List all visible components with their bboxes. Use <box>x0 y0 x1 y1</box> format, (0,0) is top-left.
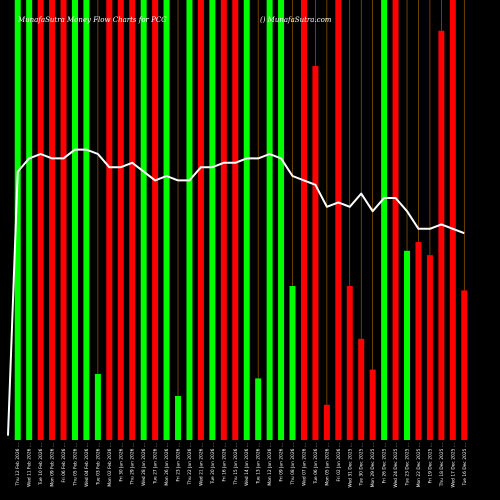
money-flow-bar <box>415 242 422 440</box>
bars <box>14 0 468 441</box>
money-flow-bar <box>323 404 330 440</box>
x-tick-label: Thu 22 Jan 2026 ... <box>187 443 193 486</box>
x-tick-label: Tue 27 Jan 2026 ... <box>153 443 159 485</box>
x-tick-label: Thu 15 Jan 2026 ... <box>233 443 239 486</box>
money-flow-bar <box>232 0 239 440</box>
money-flow-bar <box>94 374 101 440</box>
x-tick-label: Thu 29 Jan 2026 ... <box>130 443 136 486</box>
x-tick-label: Thu 05 Feb 2026 ... <box>72 443 78 487</box>
x-tick-label: Tue 16 Dec 2025 ... <box>462 443 468 487</box>
x-tick-label: Wed 14 Jan 2026 ... <box>244 443 250 486</box>
x-tick-label: Tue 06 Jan 2026 ... <box>313 443 319 485</box>
x-tick-label: Fri 09 Jan 2026 ... <box>279 443 285 482</box>
x-tick-label: Mon 29 Dec 2025 ... <box>370 443 376 487</box>
money-flow-bar <box>140 0 147 440</box>
x-tick-label: Fri 26 Dec 2025 ... <box>382 443 388 483</box>
x-tick-label: Wed 24 Dec 2025 ... <box>393 443 399 488</box>
money-flow-bar <box>392 0 399 440</box>
x-tick-label: Wed 07 Jan 2026 ... <box>301 443 307 486</box>
money-flow-bar <box>163 0 170 440</box>
x-tick-label: Wed 11 Feb 2026 ... <box>27 443 33 487</box>
money-flow-bar <box>60 0 67 440</box>
x-tick-label: Fri 30 Jan 2026 ... <box>118 443 124 482</box>
x-tick-label: Tue 30 Dec 2025 ... <box>359 443 365 487</box>
x-tick-label: Tue 03 Feb 2026 ... <box>95 443 101 486</box>
x-tick-label: Thu 12 Feb 2026 ... <box>15 443 21 487</box>
money-flow-bar <box>14 0 21 440</box>
x-tick-label: Wed 21 Jan 2026 ... <box>198 443 204 486</box>
x-tick-label: Fri 16 Jan 2026 ... <box>221 443 227 482</box>
money-flow-bar <box>300 0 307 440</box>
x-tick-label: Tue 20 Jan 2026 ... <box>210 443 216 485</box>
money-flow-bar <box>255 378 262 440</box>
money-flow-bar <box>37 0 44 440</box>
money-flow-bar <box>369 369 376 440</box>
x-tick-label: Tue 10 Feb 2026 ... <box>38 443 44 486</box>
x-tick-labels: Thu 12 Feb 2026 ... Wed 11 Feb 2026 ... Tu… <box>15 443 468 488</box>
brand-label: () MunafaSutra.com <box>260 16 332 24</box>
money-flow-bar <box>106 0 113 440</box>
x-tick-label: Tue 23 Dec 2025 ... <box>405 443 411 487</box>
money-flow-bar <box>243 0 250 440</box>
x-tick-label: Thu 08 Jan 2026 ... <box>290 443 296 486</box>
money-flow-bar <box>220 0 227 440</box>
x-tick-label: Fri 02 Jan 2026 ... <box>336 443 342 482</box>
x-tick-label: Wed 28 Jan 2026 ... <box>141 443 147 486</box>
money-flow-bar <box>404 250 411 440</box>
x-tick-label: Mon 26 Jan 2026 ... <box>164 443 170 486</box>
money-flow-bar <box>426 255 433 440</box>
x-tick-label: Mon 22 Dec 2025 ... <box>416 443 422 487</box>
money-flow-bar <box>175 396 182 440</box>
money-flow-bar <box>278 0 285 440</box>
x-tick-label: Fri 23 Jan 2026 ... <box>176 443 182 482</box>
money-flow-bar <box>335 0 342 440</box>
x-tick-label: Mon 12 Jan 2026 ... <box>267 443 273 486</box>
money-flow-bar <box>83 0 90 440</box>
x-tick-label: Wed 17 Dec 2025 ... <box>450 443 456 488</box>
money-flow-bar <box>152 0 159 440</box>
money-flow-bar <box>289 286 296 440</box>
money-flow-bar <box>186 0 193 440</box>
money-flow-bar <box>26 0 33 440</box>
money-flow-bar <box>209 0 216 440</box>
x-tick-label: Fri 19 Dec 2025 ... <box>427 443 433 483</box>
chart-title: MunafaSutra Money Flow Charts for PCG <box>17 16 167 24</box>
money-flow-bar <box>438 30 445 441</box>
money-flow-bar <box>49 0 56 440</box>
money-flow-bar <box>266 0 273 440</box>
x-tick-label: Mon 05 Jan 2026 ... <box>324 443 330 486</box>
money-flow-bar <box>71 0 78 440</box>
price-line-layer <box>7 148 465 436</box>
x-tick-label: Fri 06 Feb 2026 ... <box>61 443 67 483</box>
money-flow-bar <box>129 0 136 440</box>
money-flow-bar <box>117 0 124 440</box>
money-flow-bar <box>312 66 319 440</box>
x-tick-label: Wed 04 Feb 2026 ... <box>84 443 90 487</box>
x-tick-label: Mon 02 Feb 2026 ... <box>107 443 113 487</box>
x-tick-label: Mon 09 Feb 2026 ... <box>50 443 56 487</box>
money-flow-bar <box>461 290 468 440</box>
x-tick-label: Tue 13 Jan 2026 ... <box>256 443 262 485</box>
money-flow-bar <box>346 286 353 440</box>
price-line <box>7 148 465 436</box>
x-tick-label: Wed 31 Dec 2025 ... <box>347 443 353 488</box>
x-tick-label: Thu 18 Dec 2025 ... <box>439 443 445 487</box>
money-flow-bar <box>381 0 388 440</box>
money-flow-bar <box>197 0 204 440</box>
money-flow-bar <box>358 338 365 440</box>
money-flow-bar <box>449 0 456 440</box>
